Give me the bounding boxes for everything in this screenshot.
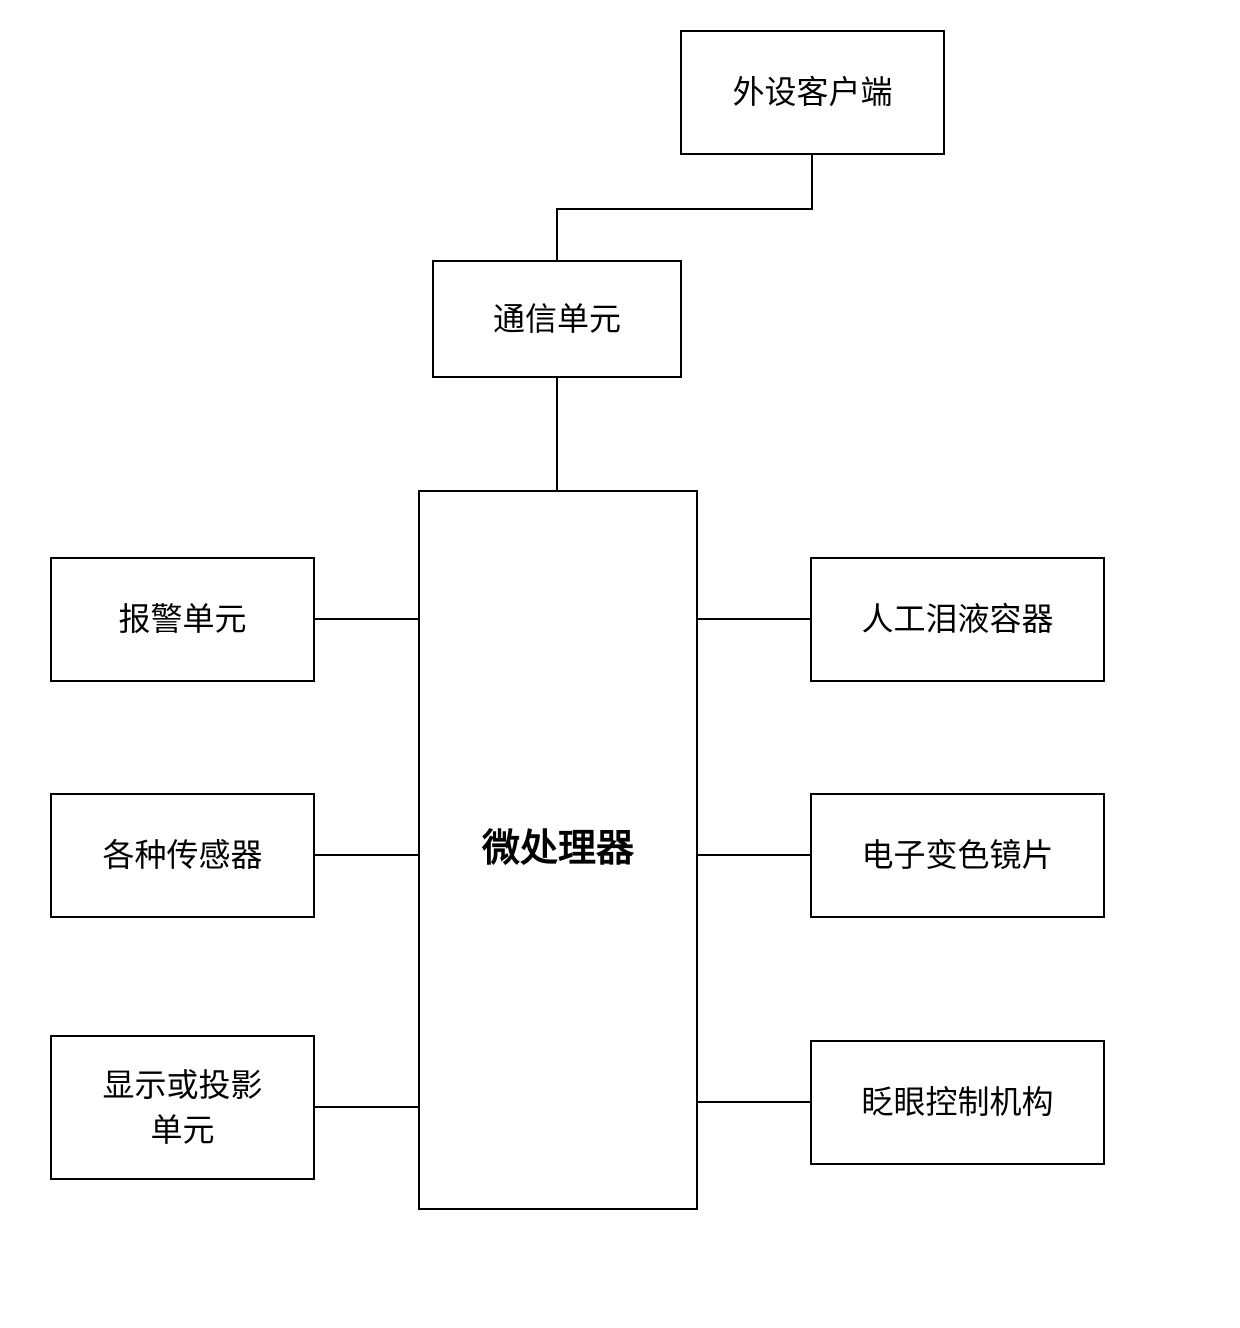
edge-external-comm-v2 [556, 208, 558, 260]
node-alarm-unit-label: 报警单元 [118, 597, 246, 642]
node-external-client: 外设客户端 [680, 30, 945, 155]
node-external-client-label: 外设客户端 [732, 70, 892, 115]
node-microprocessor: 微处理器 [418, 490, 698, 1210]
node-sensors: 各种传感器 [50, 793, 315, 918]
edge-micro-tear [698, 618, 810, 620]
node-display-unit: 显示或投影 单元 [50, 1035, 315, 1180]
edge-display-micro [315, 1106, 418, 1108]
edge-sensors-micro [315, 854, 418, 856]
node-tear-container: 人工泪液容器 [810, 557, 1105, 682]
node-electrochromic: 电子变色镜片 [810, 793, 1105, 918]
node-alarm-unit: 报警单元 [50, 557, 315, 682]
node-comm-unit: 通信单元 [432, 260, 682, 378]
edge-alarm-micro [315, 618, 418, 620]
node-microprocessor-label: 微处理器 [482, 823, 634, 876]
edge-external-comm-h [556, 208, 813, 210]
edge-micro-blink [698, 1101, 810, 1103]
edge-comm-micro [556, 378, 558, 490]
edge-micro-electro [698, 854, 810, 856]
node-blink-control: 眨眼控制机构 [810, 1040, 1105, 1165]
node-electrochromic-label: 电子变色镜片 [861, 833, 1053, 878]
node-display-unit-label: 显示或投影 单元 [102, 1063, 262, 1153]
node-comm-unit-label: 通信单元 [493, 297, 621, 342]
node-blink-control-label: 眨眼控制机构 [861, 1080, 1053, 1125]
edge-external-comm-v1 [811, 155, 813, 210]
node-sensors-label: 各种传感器 [102, 833, 262, 878]
node-tear-container-label: 人工泪液容器 [861, 597, 1053, 642]
